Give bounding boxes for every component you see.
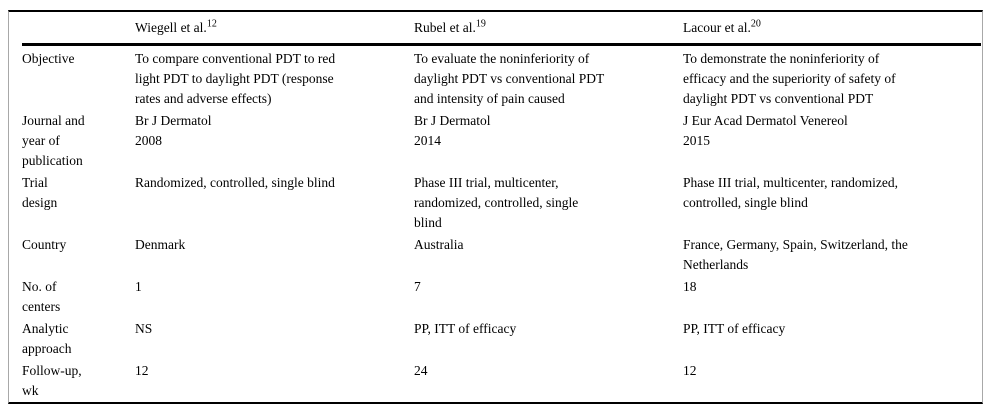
row-label: Objective: [22, 51, 75, 66]
study-name: Rubel et al.: [414, 20, 476, 35]
table-row-analytic-approach: Analytic approach NS PP, ITT of efficacy…: [22, 318, 981, 360]
table-cell: Br J Dermatol 2014: [414, 113, 491, 148]
table-cell: PP, ITT of efficacy: [683, 321, 786, 336]
table-cell: NS: [135, 321, 153, 336]
table-cell: 12: [135, 363, 149, 378]
table-cell: France, Germany, Spain, Switzerland, the…: [683, 237, 908, 272]
table-row-country: Country Denmark Australia France, German…: [22, 234, 981, 276]
column-header-wiegell: Wiegell et al.12: [135, 12, 414, 46]
row-label: Trial design: [22, 175, 58, 210]
table-cell: Phase III trial, multicenter, randomized…: [683, 175, 899, 210]
table-row-journal-year: Journal and year of publication Br J Der…: [22, 110, 981, 172]
table-cell: To evaluate the noninferiority of daylig…: [414, 51, 605, 106]
table-cell: J Eur Acad Dermatol Venereol 2015: [683, 113, 848, 148]
study-comparison-table: Wiegell et al.12 Rubel et al.19 Lacour e…: [8, 10, 983, 404]
reference-superscript: 12: [206, 18, 217, 30]
reference-superscript: 19: [475, 18, 486, 30]
row-label: Follow-up, wk: [22, 363, 82, 398]
table-cell: 18: [683, 279, 697, 294]
study-name: Wiegell et al.: [135, 20, 207, 35]
table-cell: 24: [414, 363, 428, 378]
row-label: Analytic approach: [22, 321, 72, 356]
table-cell: 1: [135, 279, 142, 294]
column-header-rowlabels: [22, 12, 135, 46]
table-cell: Denmark: [135, 237, 186, 252]
table-cell: PP, ITT of efficacy: [414, 321, 517, 336]
row-label: Journal and year of publication: [22, 113, 85, 168]
table-cell: 7: [414, 279, 421, 294]
study-name: Lacour et al.: [683, 20, 751, 35]
table-cell: Randomized, controlled, single blind: [135, 175, 335, 190]
table-row-follow-up: Follow-up, wk 12 24 12: [22, 360, 981, 402]
table-header: Wiegell et al.12 Rubel et al.19 Lacour e…: [22, 12, 981, 46]
row-label: No. of centers: [22, 279, 61, 314]
table-cell: To demonstrate the noninferiority of eff…: [683, 51, 896, 106]
table-row-objective: Objective To compare conventional PDT to…: [22, 45, 981, 111]
reference-superscript: 20: [750, 18, 761, 30]
table-cell: To compare conventional PDT to red light…: [135, 51, 336, 106]
comparison-table: Wiegell et al.12 Rubel et al.19 Lacour e…: [22, 12, 981, 402]
table-cell: Australia: [414, 237, 464, 252]
table-body: Objective To compare conventional PDT to…: [22, 45, 981, 403]
table-cell: 12: [683, 363, 697, 378]
table-row-trial-design: Trial design Randomized, controlled, sin…: [22, 172, 981, 234]
table-cell: Phase III trial, multicenter, randomized…: [414, 175, 579, 230]
table-row-centers: No. of centers 1 7 18: [22, 276, 981, 318]
table-cell: Br J Dermatol 2008: [135, 113, 212, 148]
row-label: Country: [22, 237, 67, 252]
column-header-rubel: Rubel et al.19: [414, 12, 683, 46]
header-row: Wiegell et al.12 Rubel et al.19 Lacour e…: [22, 12, 981, 46]
column-header-lacour: Lacour et al.20: [683, 12, 981, 46]
